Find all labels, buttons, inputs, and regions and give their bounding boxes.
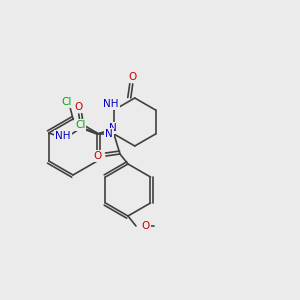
- Text: N: N: [109, 123, 117, 133]
- Text: Cl: Cl: [75, 120, 86, 130]
- Text: O: O: [75, 102, 83, 112]
- Text: O: O: [129, 72, 137, 82]
- Text: NH: NH: [55, 131, 70, 141]
- Text: O: O: [94, 151, 102, 161]
- Text: N: N: [105, 129, 113, 139]
- Text: O: O: [142, 221, 150, 231]
- Text: Cl: Cl: [62, 97, 72, 107]
- Text: NH: NH: [103, 99, 119, 109]
